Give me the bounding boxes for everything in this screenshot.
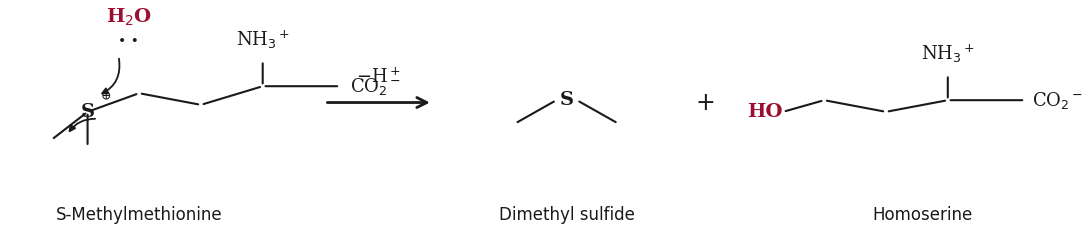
Text: Homoserine: Homoserine xyxy=(872,206,973,224)
Text: S: S xyxy=(80,103,94,121)
Text: CO$_2$$^-$: CO$_2$$^-$ xyxy=(350,76,402,97)
Text: CO$_2$$^-$: CO$_2$$^-$ xyxy=(1032,90,1083,111)
Text: Dimethyl sulfide: Dimethyl sulfide xyxy=(498,206,635,224)
Text: ⊕: ⊕ xyxy=(101,90,112,103)
Text: +: + xyxy=(695,90,716,115)
Text: H$_2$O: H$_2$O xyxy=(106,7,152,28)
Text: S-Methylmethionine: S-Methylmethionine xyxy=(55,206,222,224)
Text: NH$_3$$^+$: NH$_3$$^+$ xyxy=(236,29,290,51)
FancyArrowPatch shape xyxy=(102,59,119,93)
Text: $-$H$^+$: $-$H$^+$ xyxy=(356,67,401,86)
Text: NH$_3$$^+$: NH$_3$$^+$ xyxy=(921,43,975,65)
FancyArrowPatch shape xyxy=(69,119,95,131)
Text: HO: HO xyxy=(747,103,783,121)
Text: • •: • • xyxy=(118,35,140,49)
Text: S: S xyxy=(560,91,574,109)
